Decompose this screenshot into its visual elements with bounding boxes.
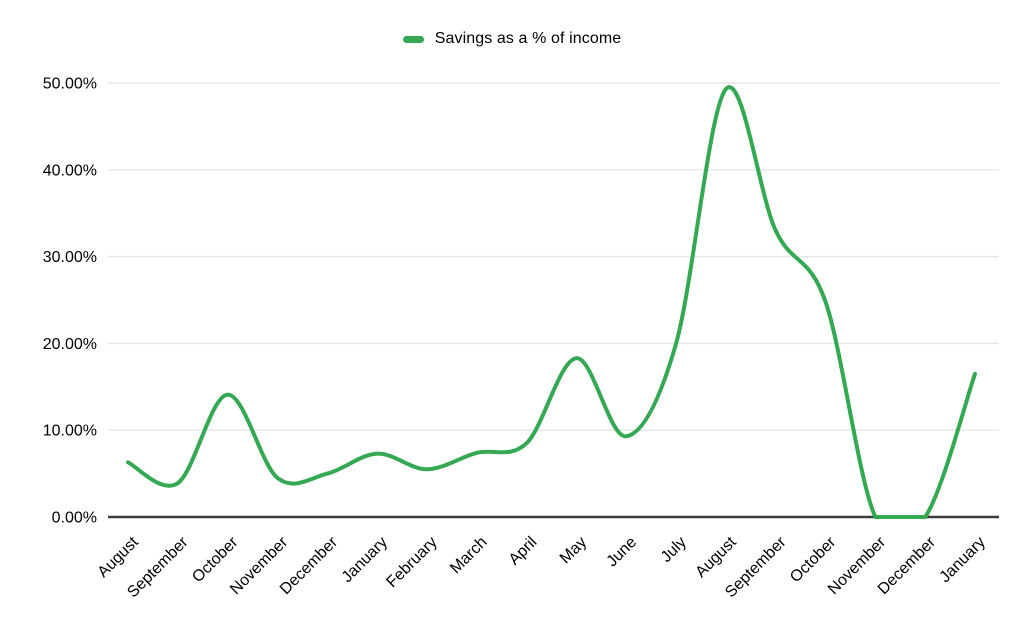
y-axis-label: 40.00% <box>43 162 97 179</box>
x-axis-label: February <box>383 534 440 591</box>
legend: Savings as a % of income <box>0 30 1024 48</box>
y-axis-label: 30.00% <box>43 249 97 266</box>
y-axis-label: 0.00% <box>52 510 97 527</box>
x-axis-label: January <box>937 534 989 586</box>
y-axis-label: 50.00% <box>43 76 97 93</box>
x-axis-label: March <box>447 534 490 577</box>
x-axis-label: June <box>604 534 641 571</box>
x-axis-label: July <box>658 534 690 566</box>
legend-swatch-icon <box>402 35 424 43</box>
x-axis-label: August <box>692 533 740 581</box>
x-axis-label: April <box>506 534 541 569</box>
legend-series-label: Savings as a % of income <box>434 30 622 47</box>
x-axis-label: May <box>557 534 590 567</box>
series-line <box>126 85 977 519</box>
x-axis-label: August <box>95 533 143 581</box>
y-axis-label: 10.00% <box>43 423 97 440</box>
y-axis-label: 20.00% <box>43 336 97 353</box>
